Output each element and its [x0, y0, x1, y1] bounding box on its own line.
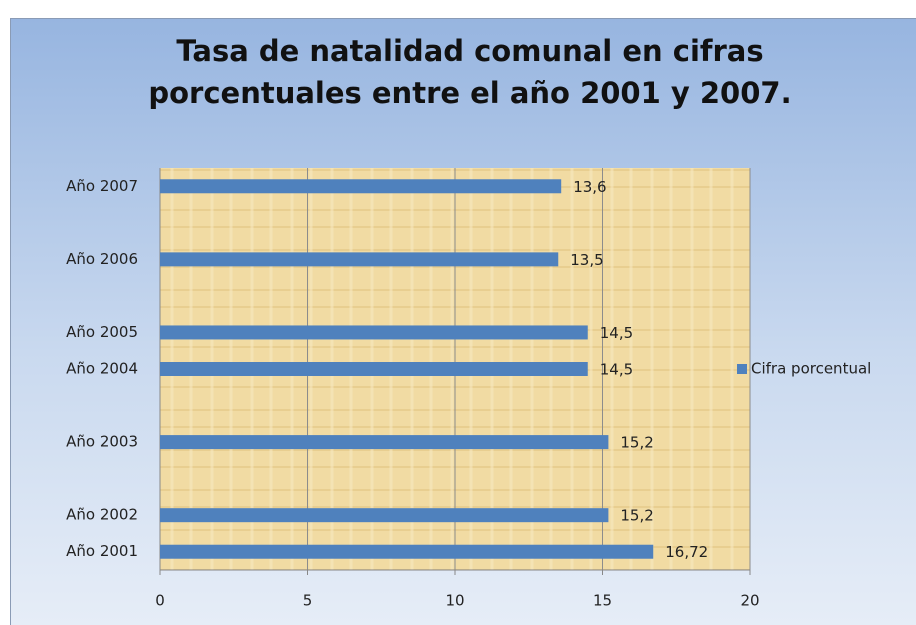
y-tick-label: Año 2002	[66, 506, 138, 524]
x-tick-label: 10	[445, 592, 464, 610]
data-label: 14,5	[600, 361, 633, 379]
bar	[160, 325, 588, 340]
data-label: 13,5	[570, 251, 603, 269]
y-tick-label: Año 2007	[66, 177, 138, 195]
y-tick-label: Año 2006	[66, 250, 138, 268]
legend-label: Cifra porcentual	[751, 360, 871, 378]
bar	[160, 179, 562, 194]
chart-title: Tasa de natalidad comunal en cifras porc…	[148, 34, 792, 110]
data-label: 14,5	[600, 324, 633, 342]
bar	[160, 362, 588, 376]
y-tick-label: Año 2003	[66, 433, 138, 451]
data-label: 15,2	[620, 434, 653, 452]
y-tick-label: Año 2004	[66, 360, 138, 378]
x-tick-label: 20	[740, 592, 759, 610]
y-tick-label: Año 2001	[66, 542, 138, 560]
x-tick-label: 15	[593, 592, 612, 610]
bar	[160, 252, 559, 267]
legend-swatch	[737, 364, 747, 374]
x-tick-label: 0	[155, 592, 165, 610]
y-tick-label: Año 2005	[66, 323, 138, 341]
data-label: 16,72	[665, 543, 708, 561]
bar	[160, 435, 609, 450]
data-label: 15,2	[620, 507, 653, 525]
x-tick-label: 5	[303, 592, 313, 610]
bar	[160, 508, 609, 523]
bar	[160, 544, 654, 559]
data-label: 13,6	[573, 178, 606, 196]
